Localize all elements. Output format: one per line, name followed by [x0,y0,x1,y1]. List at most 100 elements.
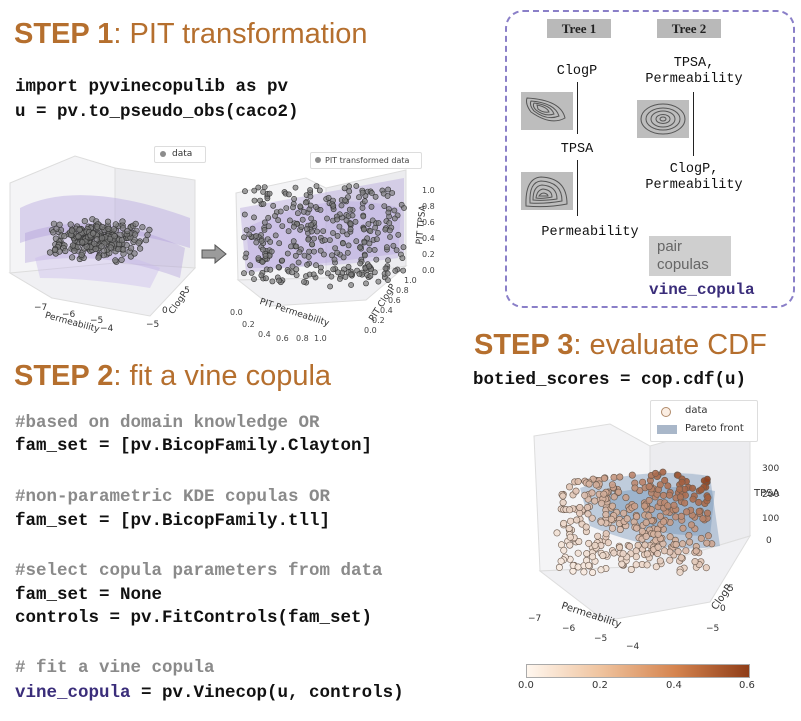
scatter-point [589,569,597,577]
scatter-point [574,563,582,571]
scatter-point [277,208,284,215]
scatter-point [93,236,100,243]
scatter-point [247,262,254,269]
pit-z-tick-6: 0.0 [422,266,435,275]
scatter-point [363,280,369,287]
scatter-point [384,277,391,283]
scatter-point [699,515,707,523]
scatter-point [296,249,303,255]
step3-label: STEP 3 [474,329,574,361]
scatter-point [367,228,374,234]
scatter-point [132,220,139,227]
scatter-point [68,227,76,234]
cdf-x-tick-1: −7 [528,614,542,624]
scatter-point [270,202,277,209]
scatter-point [92,245,99,253]
scatter-point [305,236,312,243]
scatter-point [679,524,687,532]
code-fam-set-none: fam_set = None [15,585,163,605]
scatter-point [373,236,380,243]
scatter-point [633,524,641,532]
clogp-tick-3: −5 [146,320,160,330]
scatter-point [566,541,574,549]
scatter-point [588,489,596,497]
scatter-point [269,278,276,285]
pit-z-tick-4: 0.4 [422,234,435,243]
scatter-point [353,183,360,189]
scatter-point [365,221,372,227]
cdf-y-tick-3: −5 [706,624,720,634]
scatter-point [391,207,398,214]
scatter-point [293,266,300,273]
pit-x-tick-6: 1.0 [314,334,327,343]
scatter-point [348,271,354,278]
scatter-point [297,203,304,210]
scatter-point [643,561,651,569]
pit-y-tick-2: 0.2 [372,316,385,325]
scatter-point [317,207,324,213]
scatter-point [368,190,375,196]
scatter-point [275,264,282,270]
scatter-point [285,228,292,235]
scatter-point [674,548,682,556]
scatter-point [286,191,292,198]
colorbar-tick-4: 0.6 [739,680,755,691]
scatter-point [383,244,390,251]
colorbar [526,664,750,678]
scatter-point [656,481,664,489]
pit-x-tick-3: 0.4 [258,330,271,339]
scatter-point [142,237,150,244]
scatter-point [241,270,247,277]
scatter-point [107,244,114,251]
scatter-point [258,238,265,244]
scatter-point [356,244,363,251]
scatter-point [371,269,378,276]
scatter-point [616,544,624,552]
scatter-point [610,473,618,481]
scatter-point [591,541,599,549]
scatter-point [308,222,315,228]
scatter-point [607,515,615,523]
scatter-point [645,483,653,491]
scatter-point [330,202,337,209]
scatter-point [360,213,367,220]
scatter-point [98,235,106,242]
scatter-point [251,214,257,221]
scatter-point [627,566,635,574]
scatter-point [666,533,674,541]
scatter-point [249,225,256,232]
scatter-point [340,240,346,247]
scatter-point [272,232,279,239]
scatter-point [284,250,291,257]
scatter-point [565,483,573,491]
scatter-point [373,256,380,263]
pit-y-tick-6: 1.0 [404,276,417,285]
scatter-point [334,233,341,239]
scatter-point [268,248,275,255]
scatter-point [400,267,407,274]
scatter-point [243,227,250,233]
scatter-point [295,259,302,266]
scatter-point [576,504,584,512]
scatter-point [98,243,105,250]
scatter-point [321,237,328,244]
pit-plot-legend: PIT transformed data [310,152,422,169]
scatter-point [339,228,346,235]
scatter-point [279,223,286,229]
data-3d-plot: data −7 −6 −5 −4 Permeability 5 0 −5 Clo… [0,138,210,338]
scatter-point [598,499,606,507]
scatter-point [242,188,248,195]
scatter-point [259,259,266,265]
data-3d-plot-canvas [8,155,197,317]
perm-tick-1: −7 [34,303,48,313]
scatter-point [392,267,399,274]
scatter-point [610,549,618,557]
pit-z-tick-1: 1.0 [422,186,435,195]
cdf-z-axis-label: TPSA [754,488,780,499]
scatter-point [559,492,567,500]
scatter-point [110,226,117,233]
scatter-point [609,524,617,532]
scatter-point [654,543,662,551]
scatter-point [346,188,353,195]
scatter-point [374,229,381,236]
